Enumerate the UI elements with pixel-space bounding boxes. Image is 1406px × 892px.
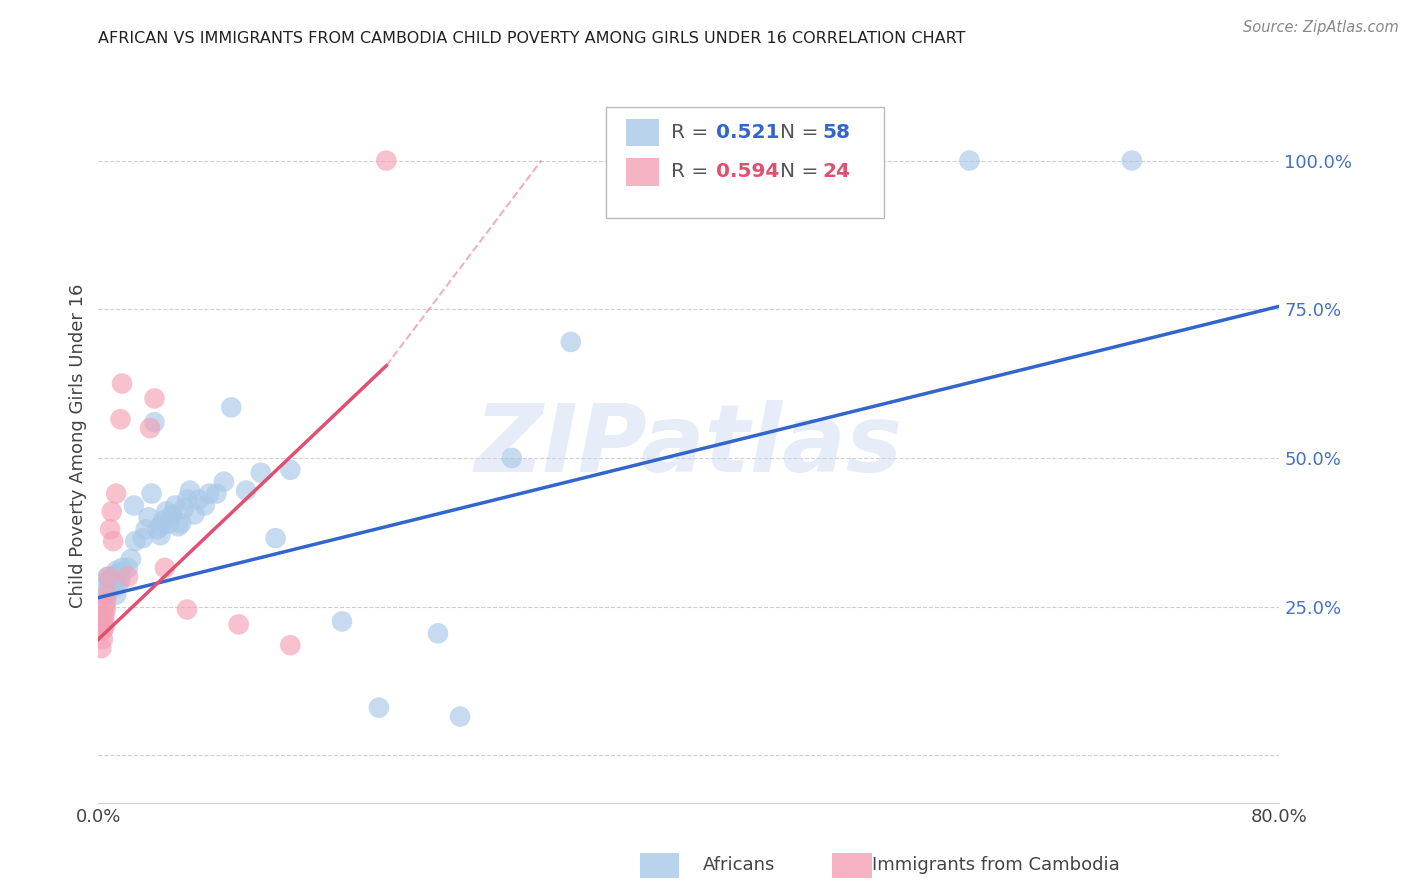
Point [176,492,198,507]
Point [108,570,131,584]
Point [91,632,114,647]
Point [93,615,115,629]
Point [278,638,302,652]
Point [149,519,172,533]
Point [94,602,117,616]
Text: 24: 24 [823,162,851,181]
Point [330,615,353,629]
Point [205,486,228,500]
Point [117,570,139,584]
Point [132,531,155,545]
Point [97,573,120,587]
Point [173,501,195,516]
Point [96,582,118,596]
Point [94,588,117,602]
Point [103,534,125,549]
Point [146,522,169,536]
Point [93,599,115,614]
FancyBboxPatch shape [606,107,884,218]
Bar [626,120,659,146]
Text: AFRICAN VS IMMIGRANTS FROM CAMBODIA CHILD POVERTY AMONG GIRLS UNDER 16 CORRELATI: AFRICAN VS IMMIGRANTS FROM CAMBODIA CHIL… [98,31,966,46]
Point [155,504,177,518]
Point [105,486,128,500]
Point [107,566,129,581]
Point [93,608,115,623]
Point [97,570,120,584]
Point [120,552,142,566]
Text: 0.521: 0.521 [716,123,779,142]
Point [368,700,391,714]
Point [110,412,132,426]
Point [98,579,121,593]
Text: 58: 58 [823,123,851,142]
Point [278,463,302,477]
Point [153,561,176,575]
Point [100,504,122,518]
Point [90,641,112,656]
Point [219,401,242,415]
Point [152,513,174,527]
Point [105,564,128,578]
Point [165,499,187,513]
Text: N =: N = [780,162,818,181]
Point [143,415,166,429]
Point [93,620,115,634]
Point [135,522,157,536]
Point [162,508,183,522]
Point [103,570,125,584]
Point [117,561,139,575]
Text: R =: R = [671,162,709,181]
Point [959,153,981,168]
Point [250,466,273,480]
Point [104,573,127,587]
Point [235,483,257,498]
Point [149,528,172,542]
Point [170,516,193,531]
Point [198,486,221,500]
Point [187,492,209,507]
Bar [626,159,659,186]
Point [96,588,118,602]
Point [139,421,162,435]
Point [105,588,128,602]
Point [179,483,201,498]
Text: ZIPatlas: ZIPatlas [475,400,903,492]
Y-axis label: Child Poverty Among Girls Under 16: Child Poverty Among Girls Under 16 [69,284,87,608]
Point [98,522,121,536]
Point [183,508,205,522]
Point [97,575,120,590]
Point [122,499,145,513]
Point [124,534,146,549]
Point [212,475,235,489]
Point [96,570,118,584]
Point [176,602,198,616]
Point [110,573,132,587]
Point [94,597,117,611]
Point [560,334,582,349]
Point [427,626,450,640]
Point [141,486,163,500]
Point [264,531,287,545]
Text: Africans: Africans [703,856,775,874]
Text: R =: R = [671,123,709,142]
Point [228,617,250,632]
Point [449,709,471,723]
Point [143,392,166,406]
Point [91,617,114,632]
Point [107,579,129,593]
Point [157,516,180,531]
Point [194,499,217,513]
Point [138,510,160,524]
Point [111,376,134,391]
Text: N =: N = [780,123,818,142]
Point [375,153,398,168]
Text: Source: ZipAtlas.com: Source: ZipAtlas.com [1243,20,1399,35]
Point [111,561,134,575]
Text: Immigrants from Cambodia: Immigrants from Cambodia [872,856,1119,874]
Point [167,519,190,533]
Point [91,624,114,638]
Point [501,450,523,465]
Point [1121,153,1143,168]
Text: 0.594: 0.594 [716,162,779,181]
